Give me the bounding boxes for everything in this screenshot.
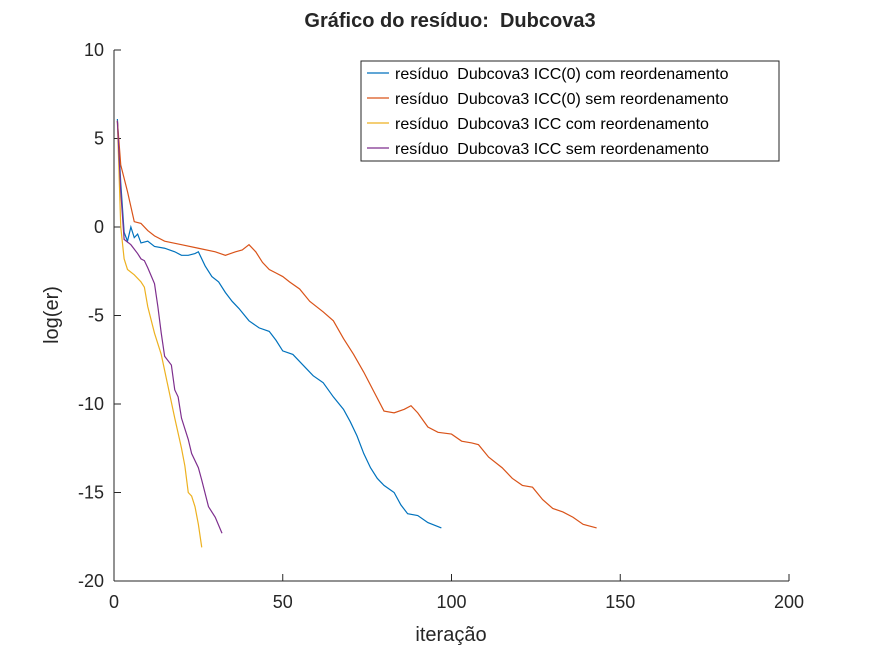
y-tick-label: -20 [78, 571, 104, 591]
series-line [116, 118, 442, 529]
y-axis-label: log(er) [41, 286, 63, 344]
y-tick-label: -15 [78, 483, 104, 503]
y-tick-label: -5 [88, 306, 104, 326]
series-line [116, 120, 223, 534]
legend-label: resíduo Dubcova3 ICC(0) sem reordenament… [395, 91, 729, 108]
x-tick-label: 0 [109, 592, 119, 612]
x-tick-label: 100 [436, 592, 466, 612]
x-tick-label: 50 [273, 592, 293, 612]
chart-title: Gráfico do resíduo: Dubcova3 [304, 10, 595, 32]
legend-label: resíduo Dubcova3 ICC sem reordenamento [395, 141, 709, 158]
legend-box [360, 60, 780, 162]
series-line [116, 120, 597, 529]
x-tick-label: 200 [774, 592, 804, 612]
y-tick-label: 10 [84, 40, 104, 60]
legend-label: resíduo Dubcova3 ICC(0) com reordenament… [395, 66, 729, 83]
y-tick-label: 5 [94, 129, 104, 149]
y-tick-label: -10 [78, 394, 104, 414]
y-tick-label: 0 [94, 217, 104, 237]
x-axis-label: iteração [415, 624, 486, 646]
x-tick-label: 150 [605, 592, 635, 612]
series-line [116, 120, 203, 548]
legend-label: resíduo Dubcova3 ICC com reordenamento [395, 116, 709, 133]
